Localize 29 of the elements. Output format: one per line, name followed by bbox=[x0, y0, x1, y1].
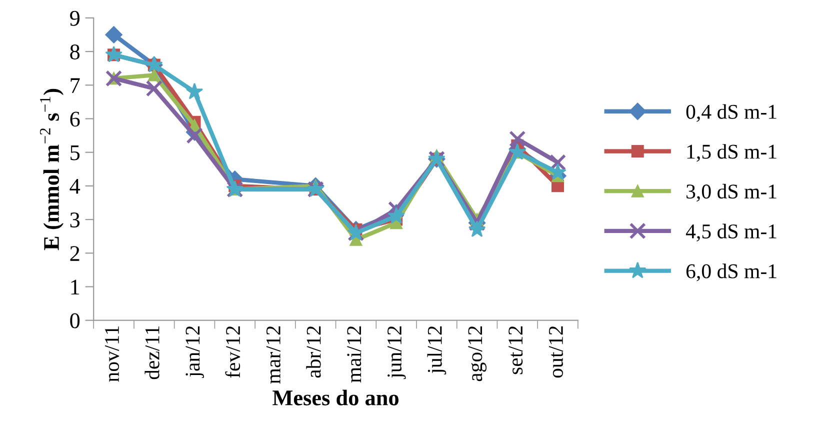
x-tick-label: nov/11 bbox=[105, 326, 120, 382]
y-tick-label: 9 bbox=[70, 10, 80, 26]
y-tick-label: 6 bbox=[70, 112, 80, 127]
x-tick-label: jun/12 bbox=[388, 326, 406, 380]
y-tick-label: 5 bbox=[70, 145, 80, 160]
y-tick-label: 3 bbox=[70, 212, 80, 228]
y-tick-label: 8 bbox=[70, 44, 80, 60]
x-tick-label: jul/12 bbox=[427, 326, 446, 374]
x-tick-label: mai/12 bbox=[347, 326, 362, 383]
legend-label: 1,5 dS m-1 bbox=[687, 144, 776, 162]
x-tick-label: dez/11 bbox=[144, 326, 160, 380]
x-tick-label: out/12 bbox=[548, 326, 563, 378]
x-tick-label: abr/12 bbox=[306, 326, 321, 378]
y-tick-label: 7 bbox=[70, 78, 80, 93]
x-tick-label: jan/12 bbox=[186, 326, 204, 378]
y-tick-label: 4 bbox=[70, 179, 80, 194]
y-tick-label: 2 bbox=[70, 246, 80, 261]
x-tick-label: mar/12 bbox=[266, 326, 280, 384]
legend-label: 4,5 dS m-1 bbox=[686, 224, 776, 242]
x-axis-title: Meses do ano bbox=[272, 390, 399, 406]
legend-label: 0,4 dS m-1 bbox=[686, 104, 776, 122]
y-axis-title: E (mmol m$^{−2}$ s$^{−1}$) bbox=[40, 88, 64, 250]
y-tick-label: 0 bbox=[70, 313, 80, 328]
x-tick-label: fev/12 bbox=[225, 326, 240, 378]
x-tick-label: set/12 bbox=[508, 326, 523, 374]
legend-label: 3,0 dS m-1 bbox=[686, 184, 776, 202]
legend-label: 6,0 dS m-1 bbox=[686, 264, 776, 282]
y-tick-label: 1 bbox=[71, 280, 80, 294]
x-tick-label: ago/12 bbox=[468, 326, 486, 382]
